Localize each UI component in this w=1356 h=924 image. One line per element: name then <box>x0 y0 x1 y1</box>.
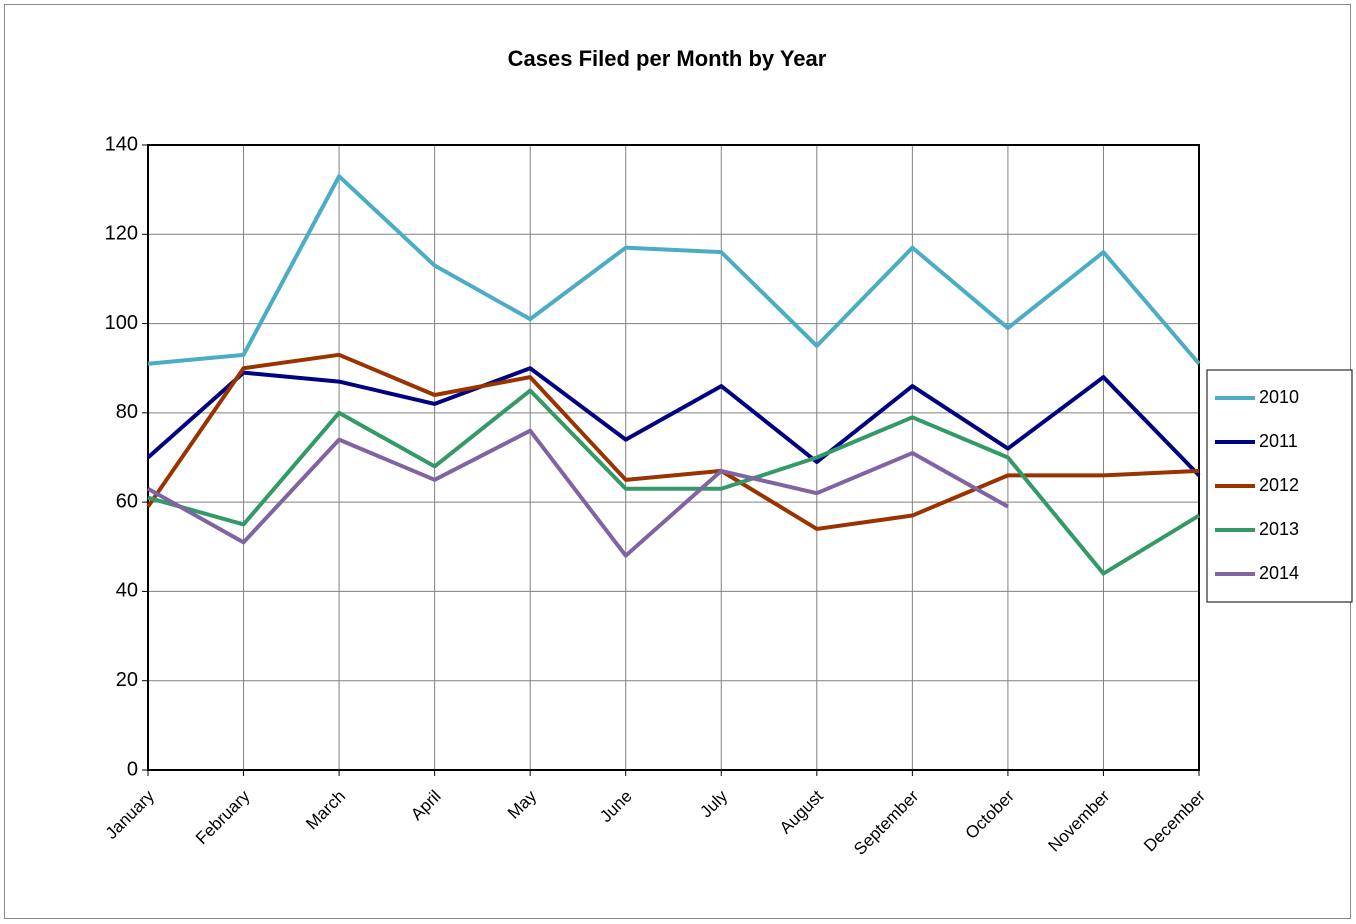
y-tick-label: 20 <box>116 669 138 691</box>
y-tick-label: 140 <box>105 133 138 155</box>
legend-label: 2011 <box>1259 431 1298 451</box>
y-tick-label: 0 <box>127 758 138 780</box>
y-tick-label: 60 <box>116 490 138 512</box>
series-line <box>147 174 1201 366</box>
series-line <box>146 366 1201 477</box>
legend-label: 2012 <box>1259 475 1299 495</box>
series-line <box>147 388 1201 576</box>
chart-border <box>4 4 1351 919</box>
y-tick-label: 80 <box>116 401 138 423</box>
y-tick-label: 120 <box>105 223 138 245</box>
legend-label: 2010 <box>1259 387 1299 407</box>
legend-label: 2013 <box>1259 519 1299 539</box>
y-tick-label: 100 <box>105 312 138 334</box>
y-tick-label: 40 <box>116 580 138 602</box>
legend-label: 2014 <box>1259 563 1299 583</box>
chart-title: Cases Filed per Month by Year <box>508 46 827 71</box>
series-line <box>147 428 1009 558</box>
